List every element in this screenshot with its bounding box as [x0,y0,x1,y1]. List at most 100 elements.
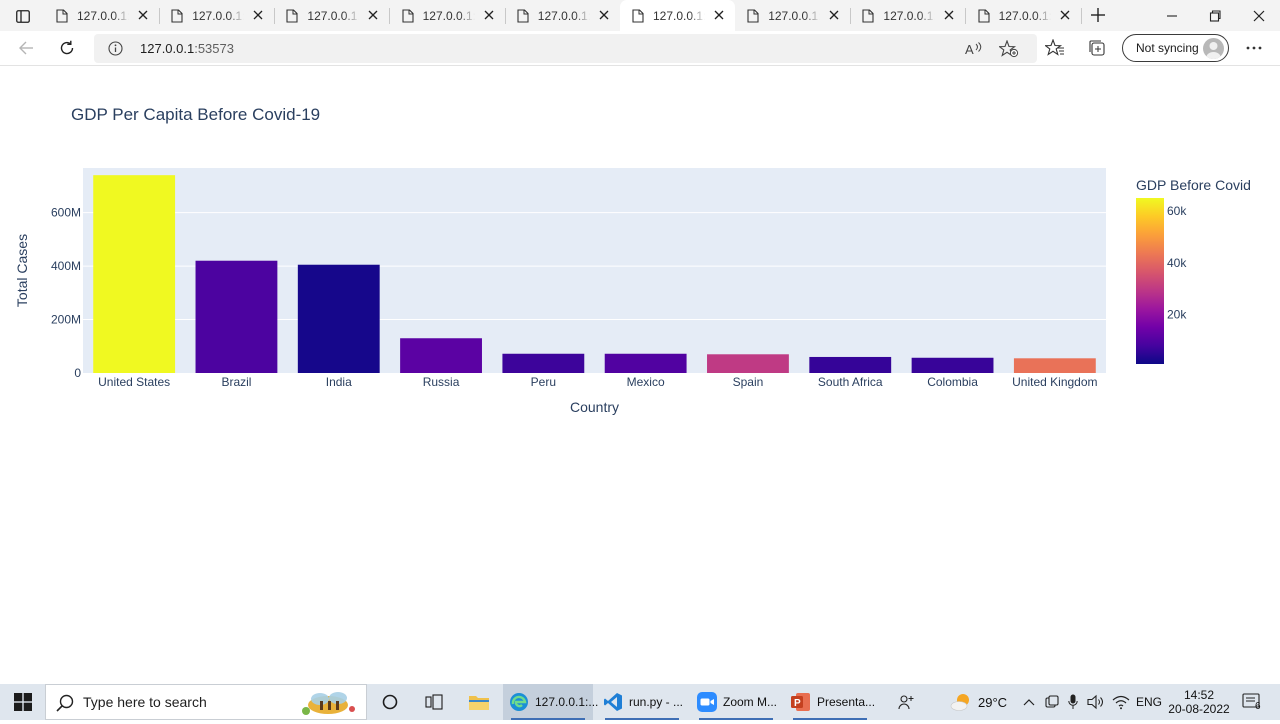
zoom-icon [697,692,717,712]
close-icon[interactable] [137,9,149,21]
clock-date: 20-08-2022 [1168,702,1230,716]
taskbar-app-zoom[interactable]: Zoom M... [691,684,781,720]
tab[interactable]: 127.0.0.1:5 [274,0,391,31]
clock[interactable]: 14:52 20-08-2022 [1168,684,1230,720]
x-tick-label: India [326,375,352,389]
chevron-up-icon[interactable] [1021,684,1037,720]
taskbar-app-powerpoint[interactable]: P Presenta... [785,684,875,720]
tab[interactable]: 127.0.0.1:5 [735,0,852,31]
search-highlight-icon [298,687,360,724]
bar [195,260,278,373]
page-icon [402,8,414,23]
x-tick-label: Peru [531,375,556,389]
url-host: 127.0.0.1 [140,41,195,56]
taskbar-search-input[interactable]: Type here to search [45,684,367,720]
add-favorite-icon[interactable] [999,39,1019,59]
close-icon[interactable] [483,9,495,21]
close-icon[interactable] [1059,9,1071,21]
favorites-icon[interactable] [1042,36,1068,60]
tab[interactable]: 127.0.0.1:5 [44,0,160,31]
notification-count: 6 [1255,701,1261,712]
bar [297,264,380,373]
windows-taskbar: Type here to search 127.0.0.1:... run.py … [0,684,1280,720]
x-tick-label: Brazil [221,375,251,389]
tab-title: 127.0.0.1:5 [768,8,820,23]
file-explorer-icon[interactable] [466,684,492,720]
volume-icon[interactable] [1087,684,1105,720]
x-axis-title: Country [570,399,619,415]
x-tick-label: South Africa [818,375,883,389]
meet-now-icon[interactable] [1044,684,1060,720]
close-icon[interactable] [367,9,379,21]
tab-separator [1080,8,1082,24]
chart-page: GDP Per Capita Before Covid-19 0 200M 400M… [0,67,1280,684]
tab-active[interactable]: 127.0.0.1:5 [620,0,735,31]
tab[interactable]: 127.0.0.1:5 [390,0,506,31]
colorbar-title: GDP Before Covid [1136,177,1251,193]
weather-widget[interactable]: 29°C [950,684,1010,720]
tab[interactable]: 127.0.0.1:5 [850,0,967,31]
x-tick-label: Russia [423,375,460,389]
colorbar-tick-label: 60k [1167,204,1187,218]
close-icon[interactable] [713,9,725,21]
minimize-icon[interactable] [1150,0,1194,31]
browser-toolbar: 127.0.0.1:53573 A Not syncing [0,31,1280,66]
vscode-icon [603,692,623,712]
avatar [1203,38,1224,59]
new-tab-icon[interactable] [1089,6,1107,24]
bar [809,356,892,373]
language-indicator[interactable]: ENG [1136,684,1163,720]
running-indicator [793,718,867,720]
search-placeholder: Type here to search [83,694,207,710]
info-icon[interactable] [108,41,123,56]
address-bar[interactable]: 127.0.0.1:53573 A [94,34,1037,63]
running-indicator [699,718,773,720]
x-tick-label: United Kingdom [1012,375,1097,389]
bar [93,175,176,373]
refresh-icon[interactable] [54,36,80,60]
cortana-icon[interactable] [378,684,402,720]
close-icon[interactable] [828,9,840,21]
language-label: ENG [1136,695,1163,709]
edge-icon [509,692,529,712]
tab-separator [850,8,852,24]
close-icon[interactable] [943,9,955,21]
tab-title: 127.0.0.1:5 [307,8,359,23]
running-indicator [511,718,585,720]
people-icon[interactable] [897,684,915,720]
tab[interactable]: 127.0.0.1:5 [159,0,276,31]
notifications-icon[interactable]: 6 [1240,684,1264,720]
collections-icon[interactable] [1084,36,1110,60]
page-icon [978,8,990,23]
read-aloud-icon[interactable]: A [964,39,984,59]
tab-title: 127.0.0.1:5 [422,8,475,23]
close-icon[interactable] [598,9,610,21]
wifi-icon[interactable] [1112,684,1130,720]
taskbar-app-edge[interactable]: 127.0.0.1:... [503,684,598,720]
tab-actions-icon[interactable] [8,5,38,27]
more-icon[interactable] [1241,36,1267,60]
taskbar-app-label: run.py - ... [629,695,684,709]
y-tick-label: 600M [51,206,81,220]
bar [1013,358,1096,373]
y-tick-label: 200M [51,313,81,327]
x-tick-label: United States [98,375,170,389]
close-window-icon[interactable] [1237,0,1280,31]
taskbar-app-vscode[interactable]: run.py - ... [597,684,687,720]
tab[interactable]: 127.0.0.1:5 [505,0,621,31]
svg-text:P: P [794,698,801,709]
microphone-icon[interactable] [1066,684,1080,720]
maximize-icon[interactable] [1193,0,1237,31]
windows-start-icon[interactable] [12,684,34,720]
profile-sync-button[interactable]: Not syncing [1122,34,1229,62]
back-icon[interactable] [13,36,39,60]
page-icon [56,8,68,23]
tab[interactable]: 127.0.0.1:5 [966,0,1082,31]
tab-separator [274,8,276,24]
y-tick-label: 0 [74,366,81,380]
sync-label: Not syncing [1136,41,1199,55]
x-tick-label: Colombia [927,375,978,389]
weather-temp: 29°C [978,694,1008,710]
task-view-icon[interactable] [422,684,446,720]
close-icon[interactable] [252,9,264,21]
